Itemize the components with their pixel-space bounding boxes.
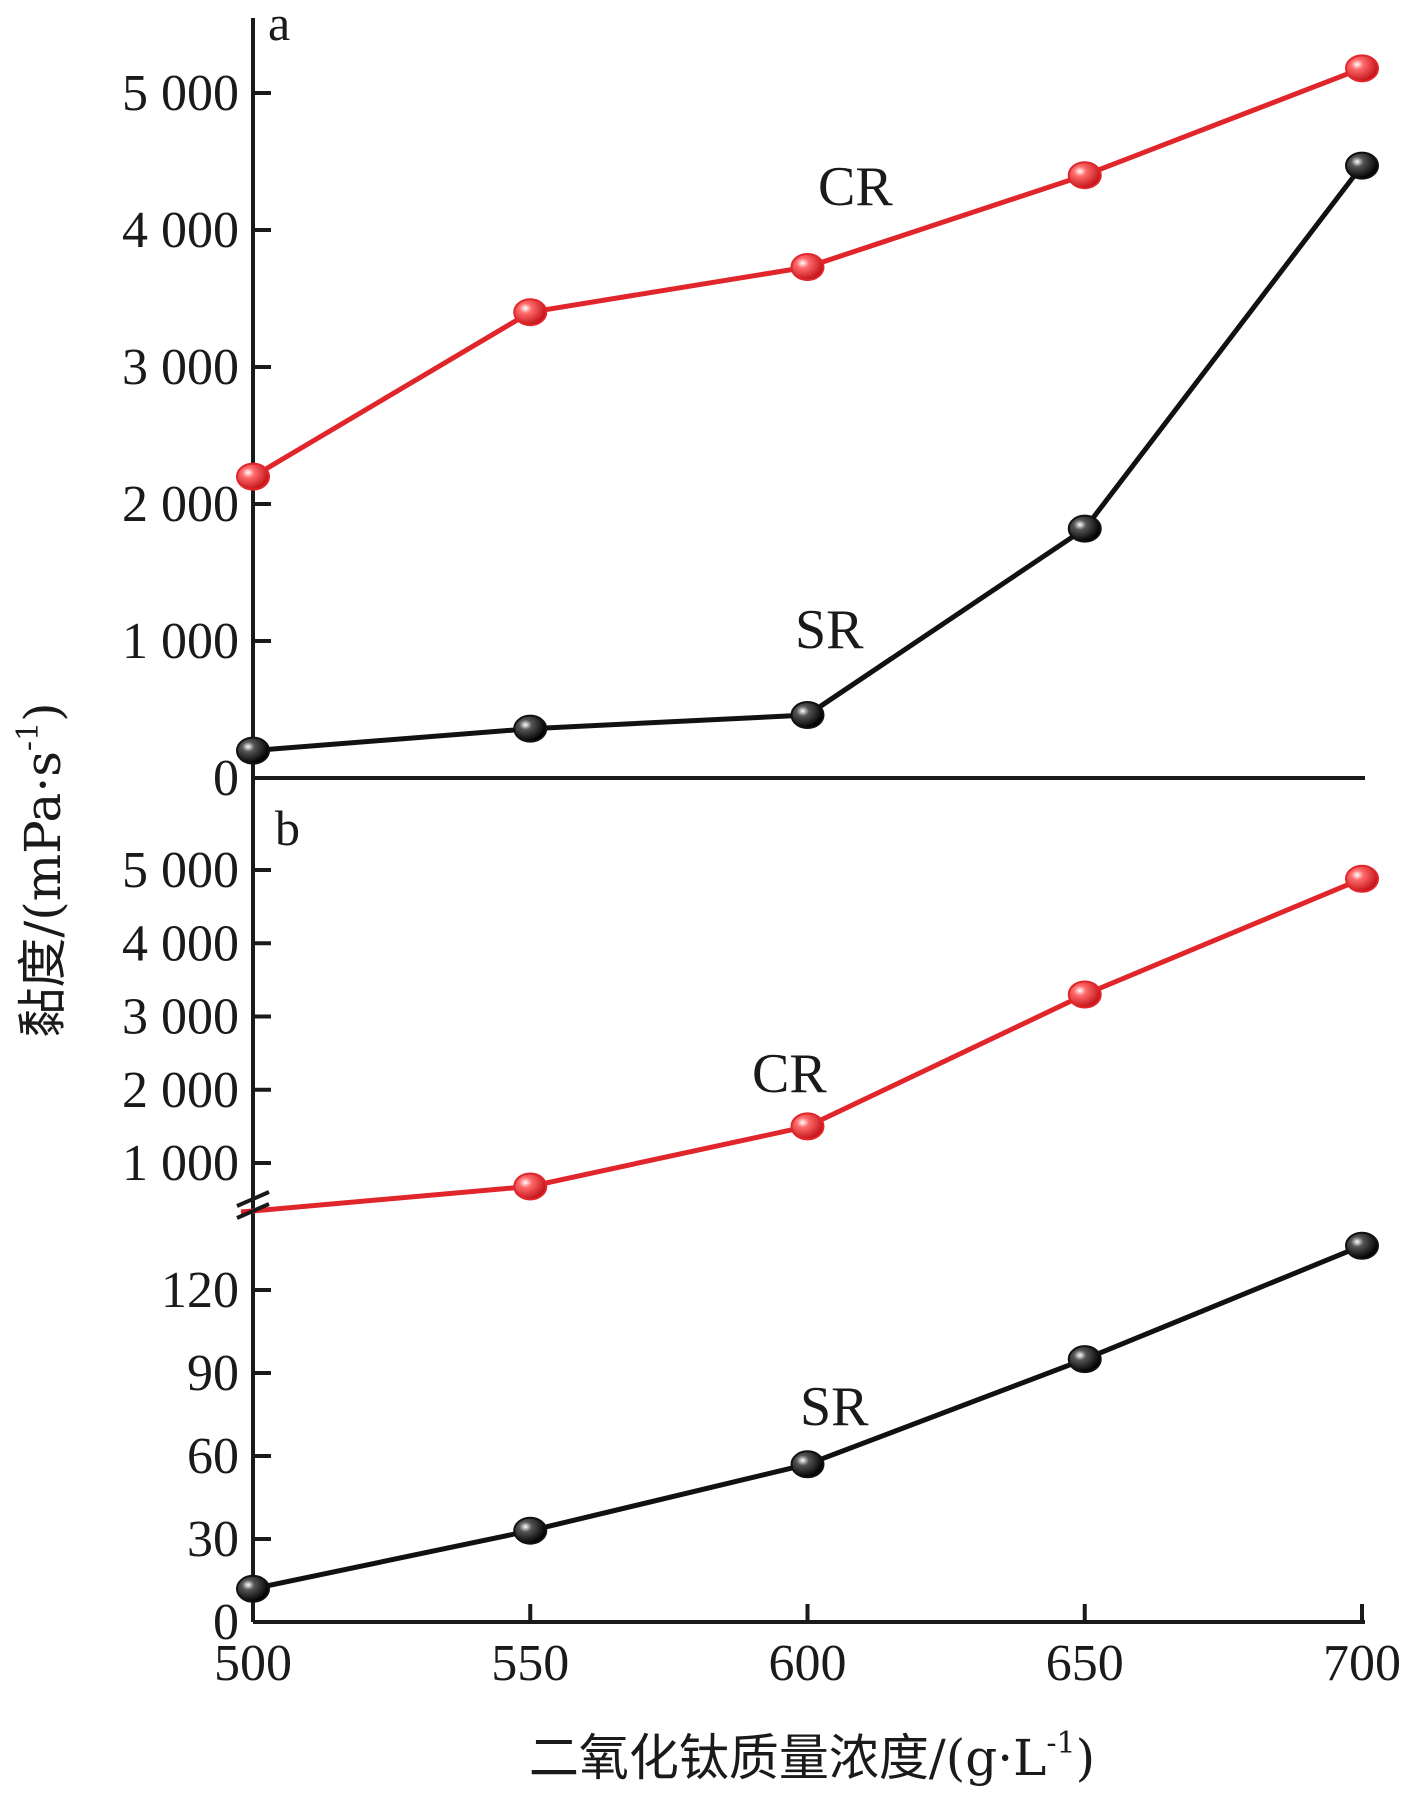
panel-a-cr-point bbox=[236, 462, 270, 491]
panel-a-sr-point bbox=[790, 700, 825, 729]
panel-b-sr-point bbox=[1345, 1231, 1379, 1260]
panel-b-upper-y-tick-label: 2 000 bbox=[122, 1062, 239, 1119]
panel-b-cr-point bbox=[1345, 864, 1379, 893]
panel-b-sr-point bbox=[1067, 1345, 1102, 1374]
panel-b-cr-point bbox=[513, 1172, 548, 1201]
panel-b-sr-point bbox=[513, 1516, 548, 1545]
x-tick-label: 500 bbox=[214, 1635, 292, 1692]
x-tick-label: 700 bbox=[1323, 1635, 1401, 1692]
panel-b-upper-y-tick-label: 1 000 bbox=[122, 1135, 239, 1192]
panel-a-y-tick-label: 0 bbox=[213, 750, 239, 807]
panel-b-lower-y-tick-label: 0 bbox=[213, 1594, 239, 1651]
panel-b-label: b bbox=[275, 800, 300, 856]
panel-b-upper-y-tick-label: 4 000 bbox=[122, 915, 239, 972]
panel-b-lower-y-tick-label: 120 bbox=[161, 1262, 239, 1319]
panel-a-sr-series-label: SR bbox=[795, 599, 864, 661]
panel-a-sr-point bbox=[513, 714, 548, 743]
panel-a-cr-point bbox=[1067, 161, 1102, 190]
panel-a-y-tick-label: 4 000 bbox=[122, 202, 239, 259]
panel-a-sr-point bbox=[1345, 151, 1379, 180]
panel-b-sr-point bbox=[236, 1574, 270, 1603]
panel-a-cr-point bbox=[790, 252, 825, 281]
y-axis-title: 黏度/(mPa·s-1) bbox=[11, 702, 72, 1037]
panel-b-upper-y-tick-label: 5 000 bbox=[122, 842, 239, 899]
x-tick-label: 650 bbox=[1046, 1635, 1124, 1692]
panel-b-lower-y-tick-label: 60 bbox=[187, 1428, 239, 1485]
panel-a-y-tick-label: 2 000 bbox=[122, 476, 239, 533]
panel-a-sr-point bbox=[1067, 514, 1102, 543]
panel-b-cr-series-label: CR bbox=[752, 1043, 827, 1105]
panel-b-cr-point bbox=[790, 1112, 825, 1141]
panel-a-cr-point bbox=[513, 298, 548, 327]
panel-a-y-tick-label: 1 000 bbox=[122, 613, 239, 670]
x-tick-label: 550 bbox=[491, 1635, 569, 1692]
panel-a-y-tick-label: 3 000 bbox=[122, 339, 239, 396]
panel-b-sr-series-label: SR bbox=[800, 1376, 869, 1438]
panel-a-label: a bbox=[268, 0, 290, 51]
panel-b-lower-y-tick-label: 30 bbox=[187, 1511, 239, 1568]
panel-a-cr-point bbox=[1345, 54, 1379, 83]
panel-a-y-tick-label: 5 000 bbox=[122, 65, 239, 122]
panel-b-cr-point bbox=[1067, 980, 1102, 1009]
panel-a-sr-point bbox=[236, 736, 270, 765]
axis-break-mark bbox=[236, 1190, 270, 1220]
tick-layer: 0 1 000 2 000 3 000 4 000 5 000 1 000 2 000 3 00… bbox=[122, 65, 1401, 1692]
panel-b-sr-point bbox=[790, 1450, 825, 1479]
panel-b-lower-y-tick-label: 90 bbox=[187, 1345, 239, 1402]
x-tick-label: 600 bbox=[769, 1635, 847, 1692]
panel-b-upper-y-tick-label: 3 000 bbox=[122, 989, 239, 1046]
series-layer: CR SR CR SR bbox=[236, 54, 1379, 1603]
x-axis-title: 二氧化钛质量浓度/(g·L-1) bbox=[529, 1726, 1095, 1787]
panel-a-cr-series-label: CR bbox=[818, 156, 893, 218]
